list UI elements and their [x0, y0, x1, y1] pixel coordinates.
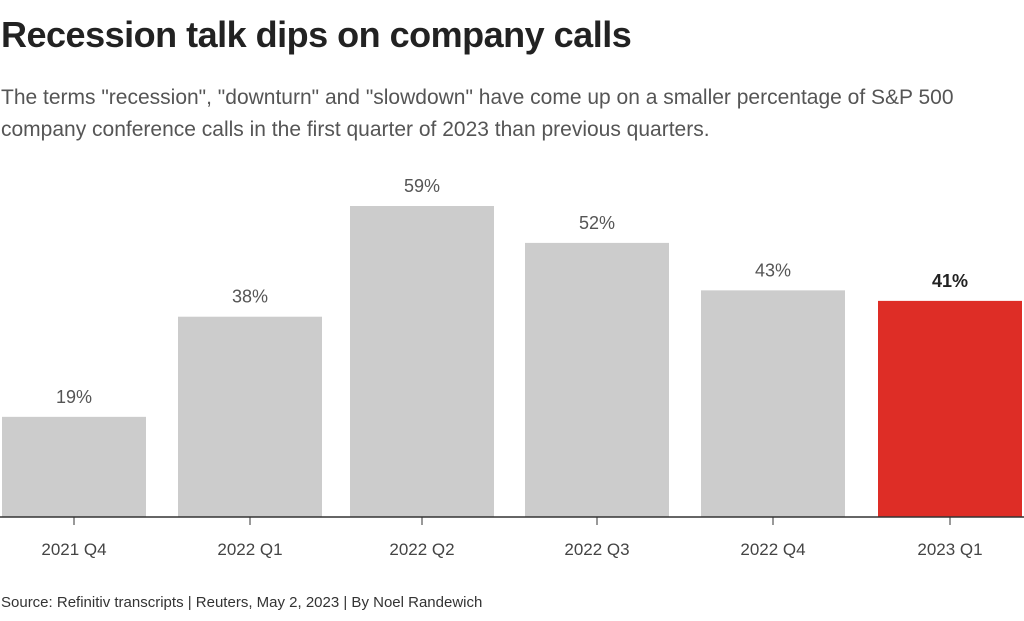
bar-2023-q1 — [878, 300, 1022, 517]
x-tick-label: 2022 Q2 — [389, 540, 454, 559]
bar-2022-q2 — [350, 206, 494, 517]
data-label: 52% — [579, 213, 615, 233]
data-label: 41% — [932, 271, 968, 291]
bar-2022-q4 — [701, 290, 845, 517]
chart-subtitle: The terms "recession", "downturn" and "s… — [1, 86, 954, 141]
data-label: 19% — [56, 387, 92, 407]
chart-title: Recession talk dips on company calls — [1, 14, 632, 55]
bar-2021-q4 — [2, 416, 146, 517]
bar-2022-q1 — [178, 316, 322, 517]
bar-2022-q3 — [525, 242, 669, 517]
x-tick-label: 2022 Q4 — [740, 540, 805, 559]
x-tick-label: 2022 Q3 — [564, 540, 629, 559]
x-tick-label: 2022 Q1 — [217, 540, 282, 559]
source-note: Source: Refinitiv transcripts | Reuters,… — [1, 594, 483, 611]
data-label: 38% — [232, 287, 268, 307]
x-tick-label: 2023 Q1 — [917, 540, 982, 559]
data-label: 43% — [755, 260, 791, 280]
data-label: 59% — [404, 176, 440, 196]
x-tick-label: 2021 Q4 — [41, 540, 106, 559]
